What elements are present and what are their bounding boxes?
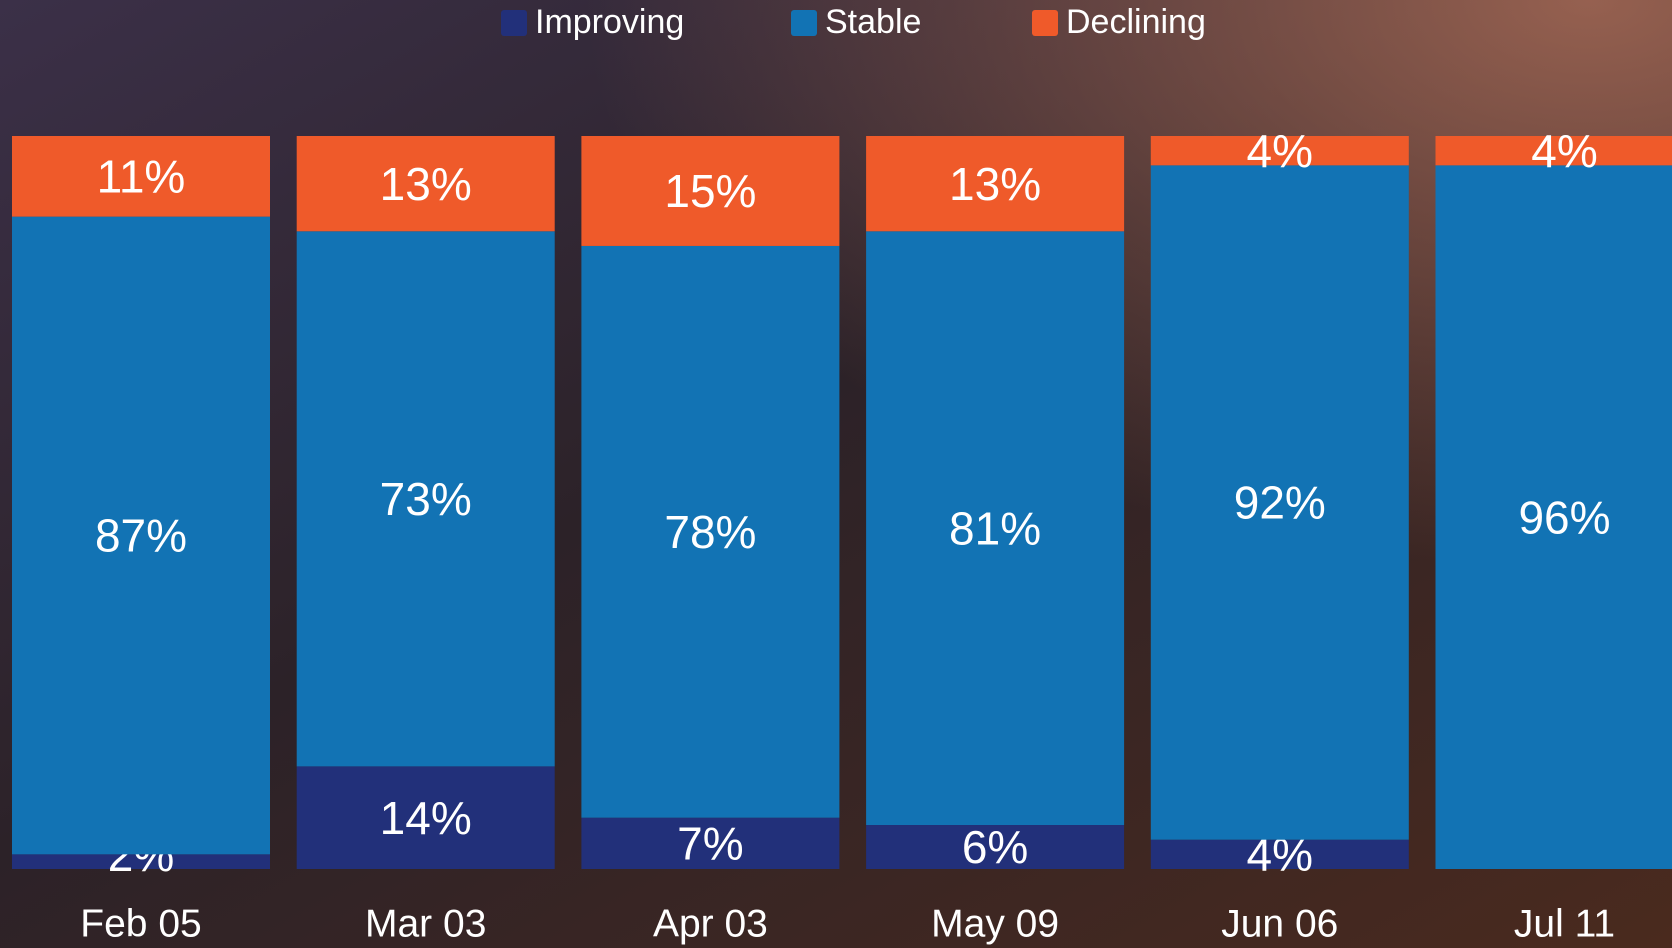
x-tick-label: Apr 03 [653, 902, 768, 945]
x-tick-label: May 09 [931, 902, 1059, 945]
x-tick-label: Jun 06 [1221, 902, 1338, 945]
value-label: 73% [380, 473, 472, 525]
value-label: 81% [949, 502, 1041, 554]
legend-swatch [791, 10, 817, 36]
value-label: 6% [962, 821, 1028, 873]
x-tick-label: Feb 05 [80, 902, 201, 945]
x-tick-label: Jul 11 [1514, 902, 1615, 945]
chart: ImprovingStableDeclining2%87%11%Feb 0514… [0, 0, 1672, 948]
x-tick-label: Mar 03 [365, 902, 486, 945]
value-label: 13% [949, 158, 1041, 210]
value-label: 87% [95, 510, 187, 562]
legend-swatch [1032, 10, 1058, 36]
value-label: 15% [664, 165, 756, 217]
value-label: 78% [664, 506, 756, 558]
value-label: 96% [1518, 491, 1610, 543]
value-label: 11% [97, 150, 186, 202]
value-label: 13% [380, 158, 472, 210]
value-label: 14% [380, 792, 472, 844]
legend-label: Improving [535, 3, 684, 41]
page: ImprovingStableDeclining2%87%11%Feb 0514… [0, 0, 1672, 948]
value-label: 4% [1247, 125, 1313, 177]
legend-swatch [501, 10, 527, 36]
value-label: 4% [1531, 125, 1597, 177]
value-label: 7% [677, 818, 743, 870]
legend-label: Stable [825, 3, 921, 41]
value-label: 92% [1234, 477, 1326, 529]
legend-label: Declining [1066, 3, 1206, 41]
